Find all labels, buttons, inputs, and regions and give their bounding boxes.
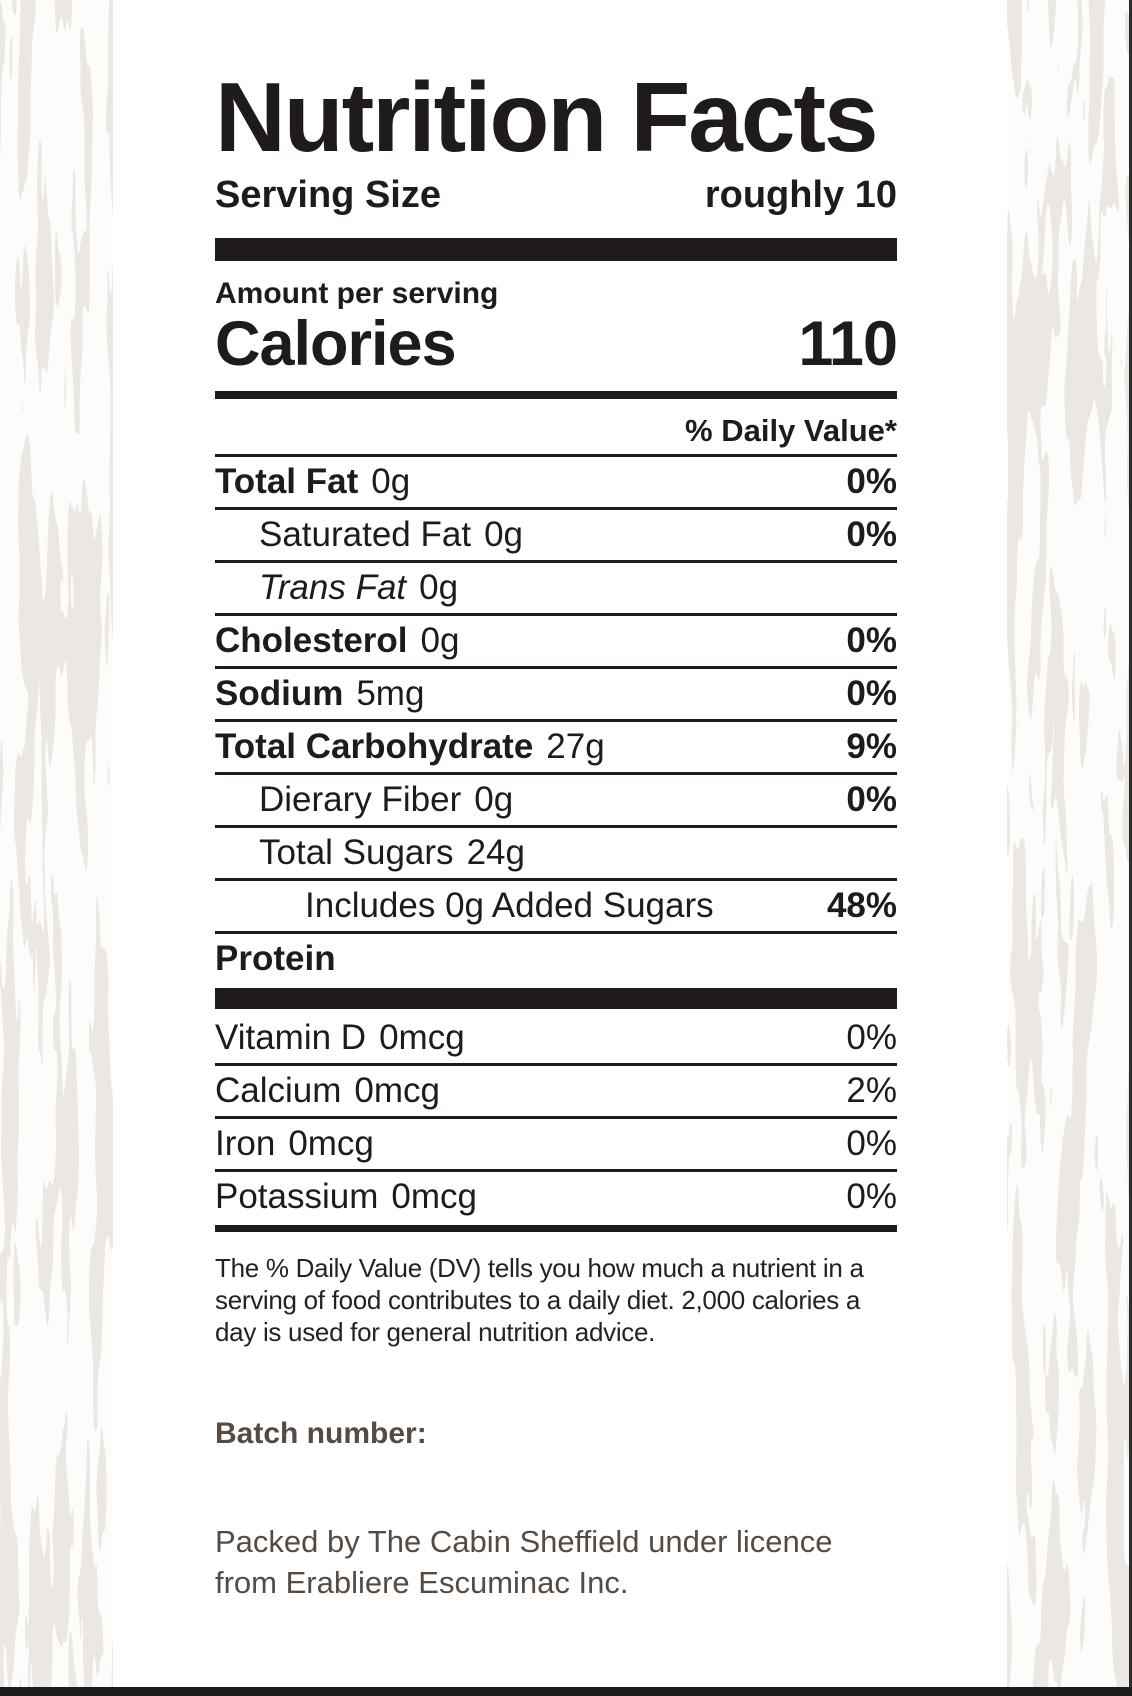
nutrient-name: Total Carbohydrate [215,726,534,766]
nutrient-name: Calcium [215,1070,342,1110]
nutrient-daily-value: 9% [846,726,897,766]
nutrient-daily-value: 0% [846,620,897,660]
thick-divider-bar [215,237,897,261]
footnote-line: serving of food contributes to a daily d… [215,1284,861,1315]
nutrient-daily-value: 0% [846,779,897,819]
serving-size-value: roughly 10 [704,174,897,216]
nutrient-daily-value: 2% [846,1070,897,1110]
nutrient-amount: 0g [420,620,460,660]
nutrient-name: Sodium [215,673,344,713]
nutrient-daily-value: 0% [846,514,897,554]
nutrient-table: Total Fat 0g 0% Saturated Fat 0g 0% Trans Fat 0… [215,457,897,984]
calories-value: 110 [798,308,898,379]
nutrient-amount: 0g [371,461,411,501]
nutrient-amount: 0g [419,567,459,607]
nutrient-row: Iron 0mcg 0% [215,1119,897,1172]
nutrient-name: Cholesterol [215,620,408,660]
nutrient-daily-value: 0% [846,1017,897,1057]
nutrient-amount: 0mcg [288,1123,374,1163]
nutrient-row: Potassium 0mcg 0% [215,1172,897,1222]
nutrient-amount: 0mcg [379,1017,465,1057]
nutrient-name: Total Fat [215,461,359,501]
nutrient-row: Trans Fat 0g [215,563,897,616]
nutrient-row: Sodium 5mg 0% [215,669,897,722]
nutrient-row: Vitamin D 0mcg 0% [215,1013,897,1066]
nutrient-row: Cholesterol 0g 0% [215,616,897,669]
nutrient-daily-value: 0% [846,673,897,713]
nutrient-name: Dierary Fiber [259,779,462,819]
medium-divider-rule [215,390,897,399]
packed-by-line: from Erabliere Escuminac Inc. [215,1564,629,1600]
nutrient-row: Includes 0g Added Sugars 48% [215,881,897,934]
page-title: Nutrition Facts [215,62,878,172]
nutrient-name: Total Sugars [259,832,454,872]
nutrient-row: Dierary Fiber 0g 0% [215,775,897,828]
packed-by-text: Packed by The Cabin Sheffield under lice… [215,1521,897,1603]
footnote-line: day is used for general nutrition advice… [215,1316,656,1347]
nutrient-row: Protein [215,934,897,984]
daily-value-footnote: The % Daily Value (DV) tells you how muc… [215,1252,897,1348]
nutrient-amount: 27g [546,726,605,766]
wood-grain-texture-left [0,0,113,1696]
nutrient-daily-value: 0% [846,461,897,501]
nutrient-daily-value: 0% [846,1123,897,1163]
nutrient-name: Saturated Fat [259,514,472,554]
footnote-line: The % Daily Value (DV) tells you how muc… [215,1252,864,1283]
nutrient-daily-value: 48% [826,885,897,925]
nutrient-row: Total Carbohydrate 27g 9% [215,722,897,775]
serving-size-row: Serving Size roughly 10 [215,174,897,218]
nutrient-daily-value: 0% [846,1176,897,1216]
nutrient-amount: 0g [484,514,524,554]
nutrient-row: Saturated Fat 0g 0% [215,510,897,563]
nutrient-amount: 0mcg [354,1070,441,1110]
nutrient-row: Calcium 0mcg 2% [215,1066,897,1119]
packed-by-line: Packed by The Cabin Sheffield under lice… [215,1523,833,1559]
nutrient-amount: 0mcg [391,1176,477,1216]
nutrient-name: Vitamin D [215,1017,367,1057]
nutrient-amount: 5mg [356,673,425,713]
nutrient-name: Trans Fat [259,567,407,607]
nutrient-name: Includes 0g Added Sugars [305,885,714,925]
nutrient-row: Total Fat 0g 0% [215,457,897,510]
nutrient-row: Total Sugars 24g [215,828,897,881]
serving-size-label: Serving Size [215,174,441,216]
medium-divider-rule [215,1224,897,1232]
wood-grain-texture-right [1007,0,1132,1696]
nutrient-amount: 0g [474,779,514,819]
nutrient-amount: 24g [466,832,525,872]
amount-per-serving-label: Amount per serving [215,276,499,310]
nutrient-name: Iron [215,1123,276,1163]
calories-row: Calories 110 [215,308,898,379]
nutrient-name: Protein [215,938,336,978]
daily-value-header: % Daily Value* [215,412,897,457]
nutrient-name: Potassium [215,1176,379,1216]
page-bottom-bar [0,1687,1132,1696]
thick-divider-bar [215,987,897,1009]
page-right-edge-line [1129,0,1132,1696]
nutrition-facts-panel: Nutrition Facts Serving Size roughly 10 … [215,0,898,1603]
vitamin-table: Vitamin D 0mcg 0% Calcium 0mcg 2% Iron 0mcg 0% Po… [215,1013,897,1222]
calories-label: Calories [215,308,457,379]
batch-number-label: Batch number: [215,1416,427,1450]
